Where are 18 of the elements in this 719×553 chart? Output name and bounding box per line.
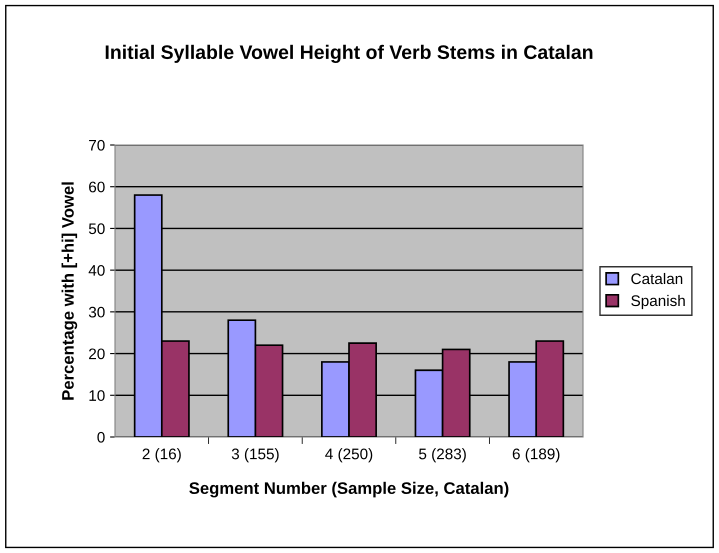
y-tick-label: 20 <box>89 348 105 360</box>
y-tick-label: 40 <box>88 265 105 276</box>
y-tick-label: 0 <box>97 432 105 443</box>
chart-title: Initial Syllable Vowel Height of Verb Stems in Catalan <box>106 44 592 64</box>
x-tick-label: 5 (283) <box>419 448 466 462</box>
x-axis-title: Segment Number (Sample Size, Catalan) <box>189 482 508 498</box>
y-tick-label: 70 <box>89 140 105 151</box>
x-tick-label: 4 (250) <box>325 448 372 462</box>
y-tick-label: 10 <box>89 390 105 401</box>
x-tick-label: 6 (189) <box>512 448 560 462</box>
x-tick-label: 3 (155) <box>232 448 279 462</box>
y-tick-label: 30 <box>88 306 105 318</box>
y-tick-label: 50 <box>88 223 105 234</box>
legend-label: Spanish <box>631 294 685 310</box>
legend-label: Catalan <box>631 272 682 284</box>
y-axis-title: Percentage with [+hi] Vowel <box>62 182 78 400</box>
x-tick-label: 2 (16) <box>142 448 181 462</box>
y-tick-label: 60 <box>89 182 105 192</box>
